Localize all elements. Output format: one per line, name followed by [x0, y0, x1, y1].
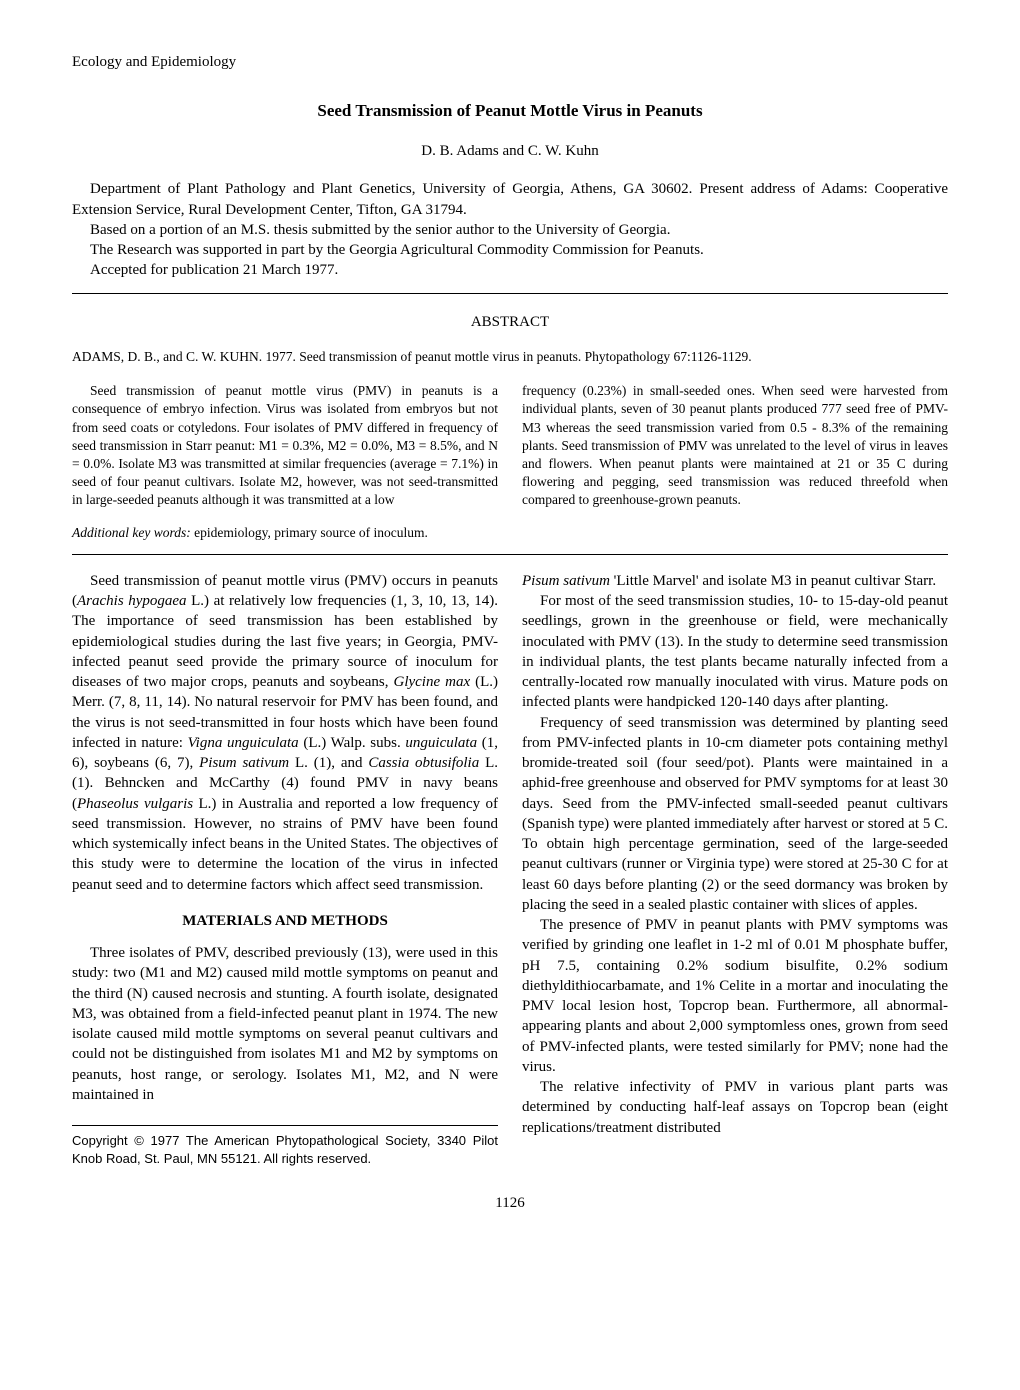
body-paragraph: For most of the seed transmission studie… [522, 591, 948, 713]
affiliation-block: Department of Plant Pathology and Plant … [72, 179, 948, 280]
abstract-columns: Seed transmission of peanut mottle virus… [72, 382, 948, 510]
page-number: 1126 [72, 1193, 948, 1213]
abstract-left-column: Seed transmission of peanut mottle virus… [72, 382, 498, 510]
species-name: unguiculata [405, 735, 477, 751]
copyright-notice: Copyright © 1977 The American Phytopatho… [72, 1132, 498, 1167]
abstract-text: frequency (0.23%) in small-seeded ones. … [522, 382, 948, 510]
affiliation-line: Department of Plant Pathology and Plant … [72, 179, 948, 220]
species-name: Glycine max [393, 674, 470, 690]
abstract-label: ABSTRACT [72, 312, 948, 332]
body-paragraph: Three isolates of PMV, described previou… [72, 943, 498, 1105]
body-paragraph: The presence of PMV in peanut plants wit… [522, 915, 948, 1077]
keywords-text: epidemiology, primary source of inoculum… [191, 525, 428, 540]
text-run: 'Little Marvel' and isolate M3 in peanut… [610, 573, 936, 589]
species-name: Phaseolus vulgaris [77, 796, 193, 812]
text-run: L. (1), and [289, 755, 368, 771]
text-run: (L.) Walp. subs. [299, 735, 406, 751]
body-columns: Seed transmission of peanut mottle virus… [72, 571, 948, 1167]
body-paragraph: Pisum sativum 'Little Marvel' and isolat… [522, 571, 948, 591]
body-paragraph: Frequency of seed transmission was deter… [522, 713, 948, 916]
species-name: Pisum sativum [522, 573, 610, 589]
body-right-column: Pisum sativum 'Little Marvel' and isolat… [522, 571, 948, 1167]
body-left-column: Seed transmission of peanut mottle virus… [72, 571, 498, 1167]
article-title: Seed Transmission of Peanut Mottle Virus… [72, 100, 948, 123]
keywords-label: Additional key words: [72, 525, 191, 540]
keywords-line: Additional key words: epidemiology, prim… [72, 524, 948, 542]
body-paragraph: The relative infectivity of PMV in vario… [522, 1077, 948, 1138]
abstract-right-column: frequency (0.23%) in small-seeded ones. … [522, 382, 948, 510]
copyright-divider [72, 1125, 498, 1126]
species-name: Pisum sativum [199, 755, 289, 771]
abstract-text: Seed transmission of peanut mottle virus… [72, 382, 498, 510]
body-paragraph: Seed transmission of peanut mottle virus… [72, 571, 498, 895]
citation: ADAMS, D. B., and C. W. KUHN. 1977. Seed… [72, 348, 948, 366]
divider [72, 554, 948, 555]
section-title: MATERIALS AND METHODS [72, 911, 498, 931]
species-name: Cassia obtusifolia [368, 755, 479, 771]
affiliation-line: Accepted for publication 21 March 1977. [72, 260, 948, 280]
affiliation-line: Based on a portion of an M.S. thesis sub… [72, 220, 948, 240]
affiliation-line: The Research was supported in part by th… [72, 240, 948, 260]
divider [72, 293, 948, 294]
species-name: Vigna unguiculata [188, 735, 299, 751]
species-name: Arachis hypogaea [77, 593, 187, 609]
authors: D. B. Adams and C. W. Kuhn [72, 141, 948, 161]
section-header: Ecology and Epidemiology [72, 52, 948, 72]
